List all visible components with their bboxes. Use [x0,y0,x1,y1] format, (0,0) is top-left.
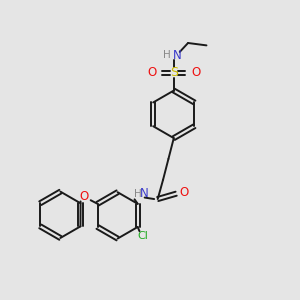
Text: Cl: Cl [138,232,148,242]
Text: O: O [179,186,188,199]
Text: O: O [147,66,156,79]
Text: H: H [164,50,171,61]
Text: N: N [140,188,148,200]
Text: S: S [170,66,178,79]
Text: N: N [173,49,182,62]
Text: H: H [134,189,141,199]
Text: O: O [79,190,88,203]
Text: O: O [191,66,200,79]
